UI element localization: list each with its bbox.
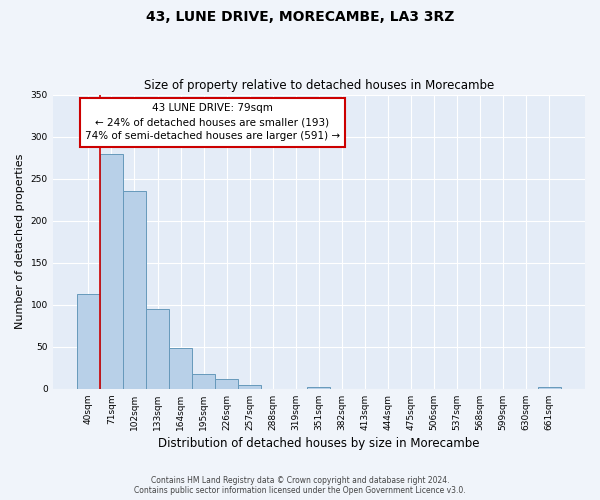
Y-axis label: Number of detached properties: Number of detached properties — [15, 154, 25, 330]
Bar — [146, 309, 169, 389]
Text: Contains HM Land Registry data © Crown copyright and database right 2024.
Contai: Contains HM Land Registry data © Crown c… — [134, 476, 466, 495]
Title: Size of property relative to detached houses in Morecambe: Size of property relative to detached ho… — [144, 79, 494, 92]
Bar — [123, 191, 146, 389]
X-axis label: Distribution of detached houses by size in Morecambe: Distribution of detached houses by size … — [158, 437, 479, 450]
Bar — [169, 348, 192, 389]
Bar — [100, 154, 123, 389]
Text: 43, LUNE DRIVE, MORECAMBE, LA3 3RZ: 43, LUNE DRIVE, MORECAMBE, LA3 3RZ — [146, 10, 454, 24]
Bar — [238, 384, 261, 389]
Bar — [77, 294, 100, 389]
Bar — [192, 374, 215, 389]
Bar — [215, 378, 238, 389]
Text: 43 LUNE DRIVE: 79sqm
← 24% of detached houses are smaller (193)
74% of semi-deta: 43 LUNE DRIVE: 79sqm ← 24% of detached h… — [85, 104, 340, 142]
Bar — [538, 387, 561, 389]
Bar — [307, 387, 331, 389]
